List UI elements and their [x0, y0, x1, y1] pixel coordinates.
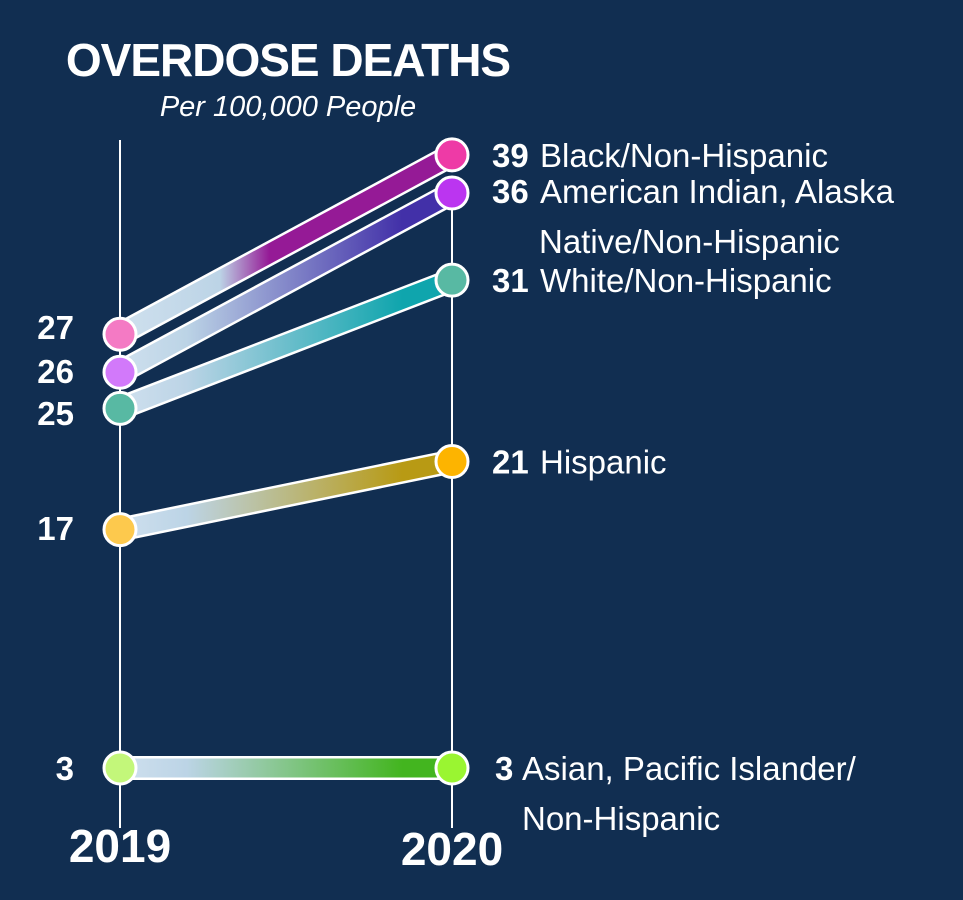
value-label-2019: 17 [37, 510, 74, 547]
point-2020 [434, 443, 470, 479]
value-label-2020: 31 [492, 262, 529, 299]
value-label-2020: 36 [492, 173, 529, 210]
x-label-2020: 2020 [401, 823, 503, 875]
series-name-label: Black/Non-Hispanic [540, 137, 828, 174]
series-name-label: Hispanic [540, 443, 667, 480]
value-label-2019: 3 [56, 750, 74, 787]
point-2020 [434, 137, 470, 173]
series-name-label: Native/Non-Hispanic [539, 223, 840, 260]
series-line [115, 146, 457, 343]
series-name-label: American Indian, Alaska [540, 173, 895, 210]
value-label-2020: 3 [495, 750, 513, 787]
point-2019 [102, 316, 138, 352]
point-2019 [102, 750, 138, 786]
series-line [115, 184, 457, 381]
point-2019 [102, 390, 138, 426]
value-label-2019: 27 [37, 309, 74, 346]
x-label-2019: 2019 [69, 820, 171, 872]
point-2019 [102, 512, 138, 548]
point-2020 [434, 175, 470, 211]
series-name-label: Non-Hispanic [522, 800, 720, 837]
point-2020 [434, 750, 470, 786]
value-label-2019: 25 [37, 395, 74, 432]
point-2020 [434, 262, 470, 298]
point-2019 [102, 354, 138, 390]
series-line [116, 271, 456, 418]
series-name-label: White/Non-Hispanic [540, 262, 832, 299]
chart-subtitle: Per 100,000 People [160, 91, 416, 123]
series-line [118, 452, 454, 539]
value-label-2020: 21 [492, 443, 529, 480]
series-name-label: Asian, Pacific Islander/ [522, 750, 857, 787]
chart-title: OVERDOSE DEATHS [66, 34, 510, 86]
value-label-2019: 26 [37, 353, 74, 390]
value-label-2020: 39 [492, 137, 529, 174]
